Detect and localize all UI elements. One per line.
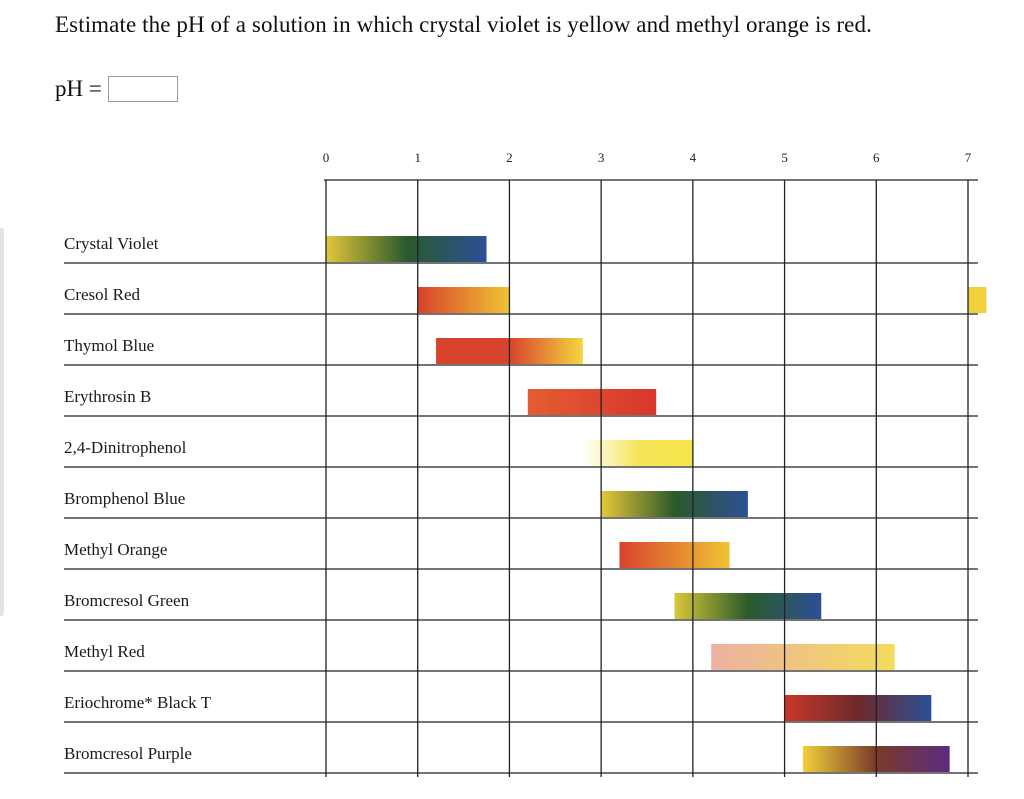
answer-row: pH = bbox=[55, 76, 178, 102]
range-bar-crystal-violet bbox=[326, 236, 487, 262]
x-tick-label: 2 bbox=[506, 150, 513, 165]
indicator-label-erythrosin-b: Erythrosin B bbox=[64, 387, 151, 406]
range-bar-bromphenol-blue bbox=[601, 491, 748, 517]
x-tick-label: 6 bbox=[873, 150, 880, 165]
range-bar-methyl-red bbox=[711, 644, 895, 670]
range-bar-bromcresol-green bbox=[674, 593, 822, 619]
indicator-label-cresol-red: Cresol Red bbox=[64, 285, 141, 304]
indicator-label-bromcresol-purple: Bromcresol Purple bbox=[64, 744, 192, 763]
question-text: Estimate the pH of a solution in which c… bbox=[55, 12, 872, 37]
ph-answer-input[interactable] bbox=[107, 76, 178, 102]
indicator-label-2-4-dinitrophenol: 2,4-Dinitrophenol bbox=[64, 438, 187, 457]
x-tick-label: 1 bbox=[414, 150, 421, 165]
x-tick-label: 3 bbox=[598, 150, 605, 165]
indicator-label-bromcresol-green: Bromcresol Green bbox=[64, 591, 190, 610]
indicator-label-crystal-violet: Crystal Violet bbox=[64, 234, 159, 253]
indicator-label-methyl-red: Methyl Red bbox=[64, 642, 145, 661]
range-bar-erythrosin-b bbox=[527, 389, 657, 415]
indicator-label-thymol-blue: Thymol Blue bbox=[64, 336, 154, 355]
x-tick-label: 5 bbox=[781, 150, 788, 165]
indicator-label-bromphenol-blue: Bromphenol Blue bbox=[64, 489, 185, 508]
range-bar-2-4-dinitrophenol bbox=[582, 440, 693, 466]
indicator-label-eriochrome-black-t: Eriochrome* Black T bbox=[64, 693, 212, 712]
range-bar-cresol-red bbox=[968, 287, 987, 313]
ph-label: pH = bbox=[55, 76, 102, 101]
range-bar-methyl-orange bbox=[619, 542, 730, 568]
x-tick-label: 4 bbox=[690, 150, 697, 165]
x-tick-label: 7 bbox=[965, 150, 972, 165]
indicator-label-methyl-orange: Methyl Orange bbox=[64, 540, 167, 559]
range-bar-eriochrome-black-t bbox=[784, 695, 932, 721]
side-panel-tab[interactable] bbox=[0, 228, 4, 616]
range-bar-cresol-red bbox=[417, 287, 510, 313]
x-tick-label: 0 bbox=[323, 150, 330, 165]
